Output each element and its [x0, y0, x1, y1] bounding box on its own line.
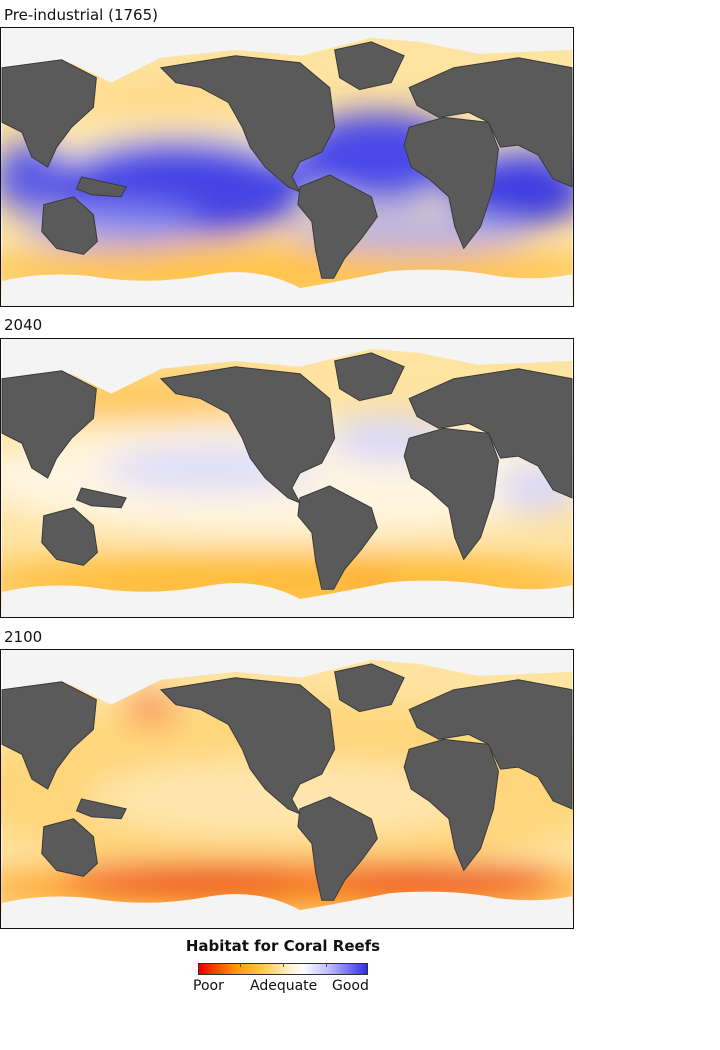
land-south-america	[297, 796, 378, 901]
map-2040	[0, 338, 574, 618]
legend-title: Habitat for Coral Reefs	[185, 937, 381, 955]
land-europe-asia	[408, 679, 573, 810]
land-australia	[41, 507, 98, 566]
panel-label-2040: 2040	[4, 316, 43, 334]
land-australia	[41, 818, 98, 877]
land-greenland	[334, 41, 405, 91]
legend-tick	[283, 963, 284, 967]
land-indonesia	[75, 176, 127, 198]
land-africa	[403, 427, 499, 561]
land-indonesia	[75, 798, 127, 820]
panel-label-preindustrial: Pre-industrial (1765)	[4, 6, 158, 24]
land-asia-west	[1, 370, 97, 479]
land-greenland	[334, 663, 405, 713]
map-preindustrial-svg	[1, 28, 573, 306]
land-africa	[403, 116, 499, 250]
map-2100-svg	[1, 650, 573, 928]
map-2040-svg	[1, 339, 573, 617]
land-south-america	[297, 485, 378, 590]
legend-tick	[240, 963, 241, 967]
legend-label-poor: Poor	[193, 978, 224, 994]
legend-label-adequate: Adequate	[250, 978, 318, 994]
map-2100	[0, 649, 574, 929]
land-europe-asia	[408, 57, 573, 188]
land-asia-west	[1, 681, 97, 790]
map-preindustrial	[0, 27, 574, 307]
legend-tick	[326, 963, 327, 967]
land-australia	[41, 196, 98, 255]
legend-label-good: Good	[332, 978, 369, 994]
land-africa	[403, 738, 499, 872]
land-greenland	[334, 352, 405, 402]
land-europe-asia	[408, 368, 573, 499]
land-asia-west	[1, 59, 97, 168]
panel-label-2100: 2100	[4, 628, 43, 646]
land-south-america	[297, 174, 378, 279]
land-indonesia	[75, 487, 127, 509]
